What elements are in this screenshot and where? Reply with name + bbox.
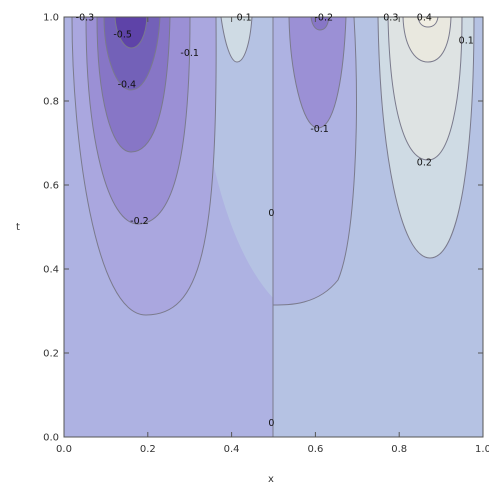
contour-label: -0.4 <box>118 80 137 91</box>
region-neg5-left <box>114 17 148 49</box>
x-tick-label: 0.6 <box>307 444 323 455</box>
region-pos2-right <box>387 17 463 161</box>
y-tick-label: 0.6 <box>43 181 59 192</box>
y-tick-label: 0.8 <box>43 97 59 108</box>
contour-label: -0.3 <box>76 13 95 24</box>
x-tick-label: 0.4 <box>224 444 240 455</box>
y-tick-label: 1.0 <box>43 13 59 24</box>
contour-label: 0.3 <box>383 13 398 24</box>
x-tick-label: 1.0 <box>475 444 489 455</box>
contour-label: -0.5 <box>113 29 132 40</box>
contour-label: 0.1 <box>237 13 252 24</box>
x-tick-label: 0.0 <box>56 444 72 455</box>
plot-border <box>63 16 484 438</box>
contour-label: 0 <box>268 418 274 429</box>
contour-labels: -0.3 -0.5 -0.4 -0.1 -0.2 0.1 -0.2 -0.1 0.3 0.4 0.1… <box>76 13 474 429</box>
contour-label: 0 <box>268 208 274 219</box>
contour-label: -0.2 <box>130 216 149 227</box>
contour-label: -0.1 <box>180 48 199 59</box>
x-tick-label: 0.2 <box>140 444 156 455</box>
region-neg1-right <box>288 17 347 129</box>
contour-label: 0.4 <box>417 13 432 24</box>
y-axis-label: t <box>16 222 20 233</box>
axis-ticks: 0.0 0.2 0.4 0.6 0.8 1.0 0.0 0.2 0.4 0.6 0.8 1.0 <box>43 13 489 456</box>
y-tick-label: 0.0 <box>43 433 59 444</box>
contour-label: 0.2 <box>417 157 432 168</box>
x-tick-label: 0.8 <box>391 444 407 455</box>
contour-label: -0.1 <box>310 124 329 135</box>
x-axis-label: x <box>268 474 274 485</box>
region-pos1-middle <box>220 17 253 63</box>
contour-label: 0.1 <box>459 36 474 47</box>
region-pos3-right <box>402 17 452 63</box>
y-tick-label: 0.2 <box>43 349 59 360</box>
y-tick-label: 0.4 <box>43 265 59 276</box>
region-neg4-left <box>103 17 161 91</box>
contour-regions <box>71 17 483 437</box>
region-pos4-right <box>417 17 439 28</box>
contour-label: -0.2 <box>315 13 334 24</box>
